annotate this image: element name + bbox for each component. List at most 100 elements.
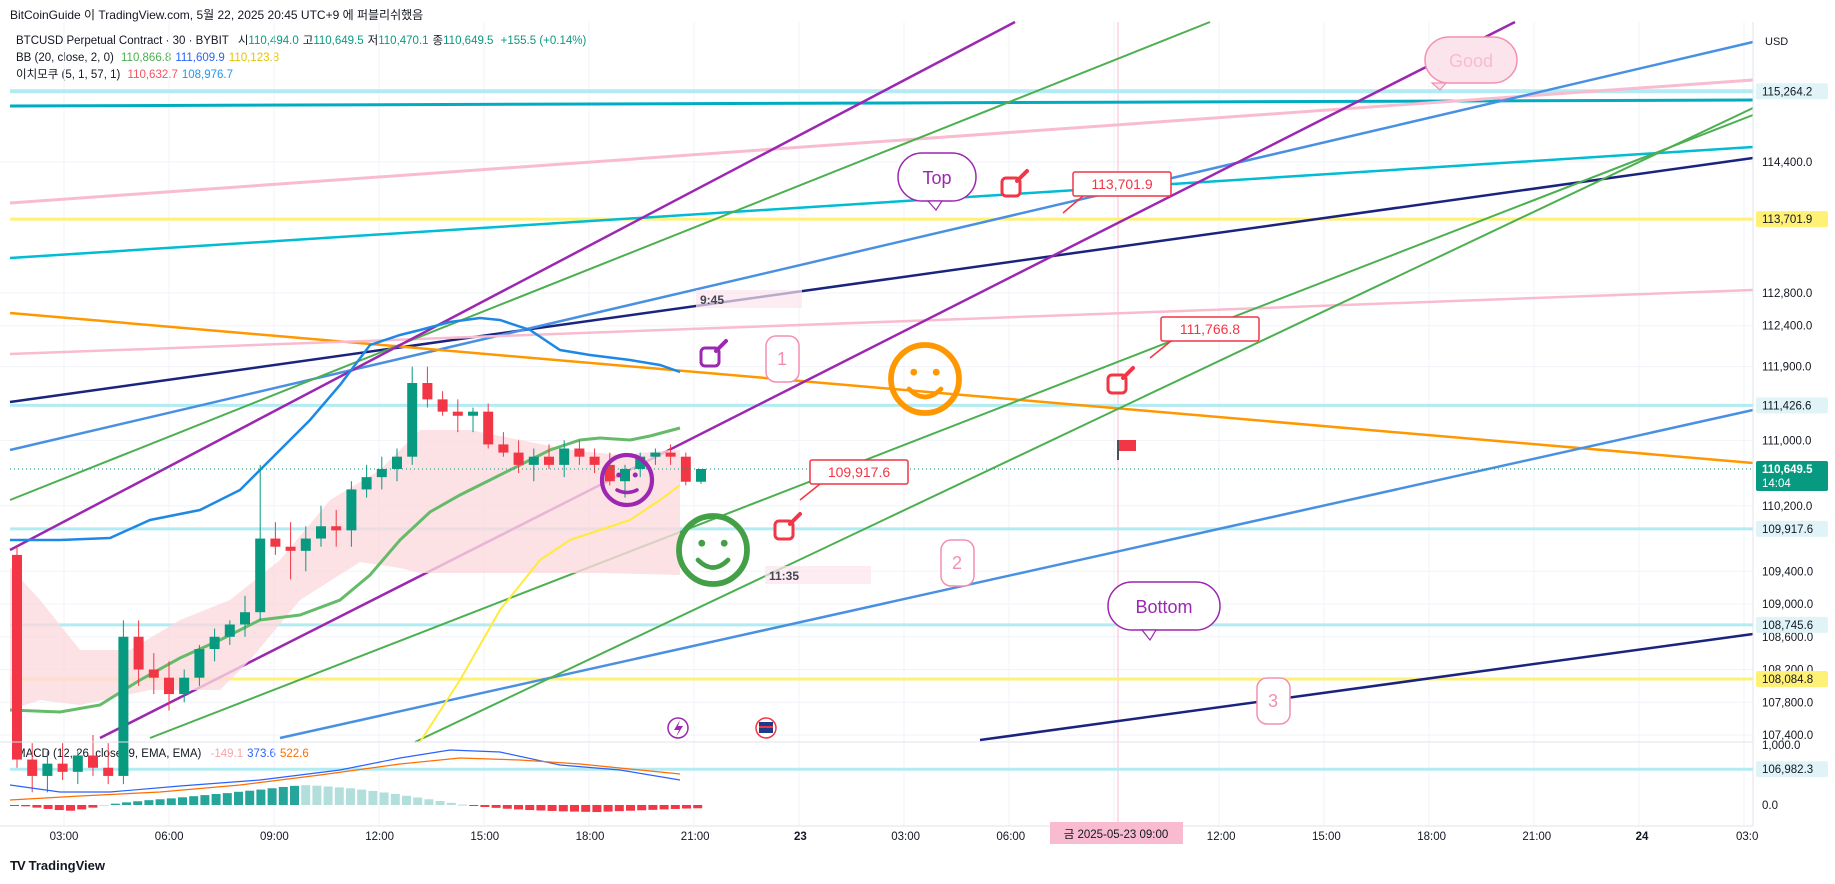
candle[interactable] xyxy=(316,526,326,539)
candle[interactable] xyxy=(544,456,554,465)
candle[interactable] xyxy=(392,456,402,469)
candle[interactable] xyxy=(224,624,235,637)
legend-ichimoku-row[interactable]: 이치모쿠 (5, 1, 57, 1) 110,632.7 108,976.7 xyxy=(16,67,586,84)
candle[interactable] xyxy=(665,452,676,457)
publish-attribution: BitCoinGuide 이 TradingView.com, 5월 22, 2… xyxy=(10,8,424,22)
macd-histogram-bar xyxy=(390,794,400,805)
price-label-box[interactable] xyxy=(1756,461,1828,492)
candle[interactable] xyxy=(650,452,661,457)
candle[interactable] xyxy=(103,767,114,776)
candle[interactable] xyxy=(300,538,311,551)
trend-line[interactable] xyxy=(9,145,1754,260)
candle[interactable] xyxy=(468,411,478,416)
neutral-face-purple-icon[interactable] xyxy=(599,452,655,508)
candle[interactable] xyxy=(209,636,220,650)
candle[interactable] xyxy=(528,456,539,465)
candle[interactable] xyxy=(422,383,433,400)
candle[interactable] xyxy=(498,444,509,453)
trend-line[interactable] xyxy=(414,107,1754,743)
x-tick-label: 18:00 xyxy=(576,831,605,843)
candle[interactable] xyxy=(680,456,691,482)
speech-bubble[interactable] xyxy=(1424,36,1518,84)
candle[interactable] xyxy=(148,669,159,678)
candle[interactable] xyxy=(12,554,22,760)
candle[interactable] xyxy=(72,755,83,772)
trend-line[interactable] xyxy=(9,311,1754,465)
candle[interactable] xyxy=(240,612,250,625)
candle[interactable] xyxy=(604,464,615,482)
candle[interactable] xyxy=(574,448,585,457)
candle[interactable] xyxy=(27,759,38,776)
trend-line[interactable] xyxy=(9,40,1754,452)
trend-line[interactable] xyxy=(279,408,1754,740)
price-label-box[interactable] xyxy=(1756,670,1828,687)
candle[interactable] xyxy=(559,448,570,465)
candle[interactable] xyxy=(57,763,68,772)
ohlc-key: 종 xyxy=(432,35,444,47)
candle[interactable] xyxy=(194,649,205,678)
candle[interactable] xyxy=(42,763,53,776)
macd-line[interactable] xyxy=(9,749,681,793)
price-callout-box[interactable] xyxy=(1072,171,1172,197)
price-callout-box[interactable] xyxy=(809,459,909,485)
callout-pointer xyxy=(1149,340,1172,359)
price-label-box[interactable] xyxy=(1756,211,1828,228)
trend-line[interactable] xyxy=(9,156,1754,404)
candle[interactable] xyxy=(620,468,630,482)
flag-icon[interactable] xyxy=(1119,440,1136,451)
legend-symbol-row[interactable]: BTCUSD Perpetual Contract · 30 · BYBIT 시… xyxy=(16,33,586,50)
currency-label[interactable]: USD xyxy=(1765,36,1789,48)
candle[interactable] xyxy=(437,399,448,412)
candle[interactable] xyxy=(361,477,372,490)
trend-line[interactable] xyxy=(9,20,1016,552)
wave-number-box[interactable] xyxy=(1256,677,1291,725)
bb-lower-line[interactable] xyxy=(419,484,681,743)
price-label-box[interactable] xyxy=(1756,83,1828,100)
price-label-box[interactable] xyxy=(1756,397,1828,414)
candle[interactable] xyxy=(635,456,646,469)
trend-line[interactable] xyxy=(9,78,1754,205)
candle[interactable] xyxy=(452,411,463,416)
pointing-hand-red-icon[interactable] xyxy=(773,519,795,541)
candle[interactable] xyxy=(164,677,174,695)
wave-number-box[interactable] xyxy=(940,539,975,587)
candle[interactable] xyxy=(270,538,281,547)
trend-line[interactable] xyxy=(9,21,1211,501)
pointing-hand-red-icon[interactable] xyxy=(1000,176,1022,198)
legend-bb-row[interactable]: BB (20, close, 2, 0) 110,866.8 111,609.9 1… xyxy=(16,50,586,67)
candle[interactable] xyxy=(88,755,98,768)
candle[interactable] xyxy=(179,677,190,695)
pointing-hand-red-icon[interactable] xyxy=(1106,373,1128,395)
footer-brand[interactable]: TV TradingView xyxy=(10,858,105,873)
trend-line[interactable] xyxy=(149,114,1754,739)
price-label-box[interactable] xyxy=(1756,616,1828,633)
smiley-face-orange-icon[interactable] xyxy=(888,342,962,416)
candle[interactable] xyxy=(483,411,494,445)
candle[interactable] xyxy=(255,538,266,613)
indicator-value: 111,609.9 xyxy=(175,52,225,64)
candle[interactable] xyxy=(513,452,524,465)
price-label-box[interactable] xyxy=(1756,520,1828,537)
trend-line[interactable] xyxy=(979,632,1754,742)
price-label-box[interactable] xyxy=(1756,761,1828,778)
candle[interactable] xyxy=(376,468,387,478)
pointing-hand-purple-icon[interactable] xyxy=(699,346,721,368)
trend-line[interactable] xyxy=(9,288,1754,356)
candle[interactable] xyxy=(407,383,418,457)
candle[interactable] xyxy=(331,526,342,531)
candle[interactable] xyxy=(133,636,144,670)
candle[interactable] xyxy=(285,546,296,551)
candle[interactable] xyxy=(696,469,706,482)
bb-upper-line[interactable] xyxy=(10,316,681,542)
trend-line[interactable] xyxy=(99,20,1516,740)
smiley-face-green-icon[interactable] xyxy=(676,513,750,587)
candle[interactable] xyxy=(589,456,600,465)
wave-number-box[interactable] xyxy=(765,335,800,383)
candle[interactable] xyxy=(346,489,357,531)
macd-signal-line[interactable] xyxy=(9,757,681,801)
price-callout-box[interactable] xyxy=(1160,316,1260,342)
candle[interactable] xyxy=(118,636,129,776)
speech-bubble[interactable] xyxy=(1107,581,1221,631)
speech-bubble-tail xyxy=(1430,82,1448,91)
